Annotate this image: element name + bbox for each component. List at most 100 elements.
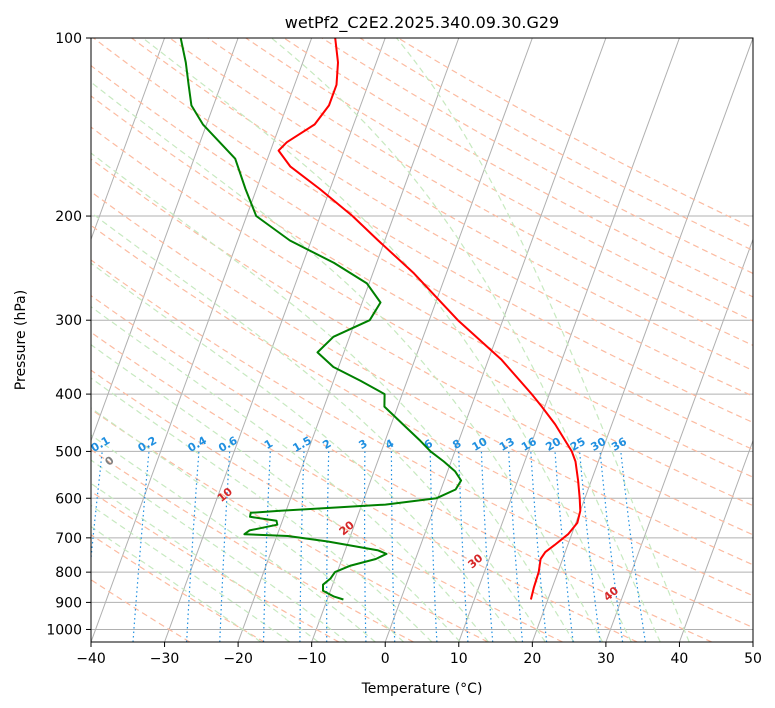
y-axis: 100 200 300 400 500 600 700 800 900 1000 (46, 31, 91, 638)
y-tick-label: 200 (55, 209, 82, 225)
dry-adiabat-label: 20 (337, 518, 357, 538)
mixing-ratio-line (480, 451, 494, 642)
moist-adiabat-line (91, 407, 405, 642)
mixing-ratio-label: 2 (320, 437, 333, 452)
isotherm-line (91, 38, 166, 241)
y-tick-label: 900 (55, 595, 82, 611)
mixing-ratio-label: 4 (383, 437, 396, 452)
dry-adiabat-line (321, 38, 753, 275)
dry-adiabats (91, 38, 753, 642)
mixing-ratio-label: 3 (357, 437, 370, 452)
y-tick-label: 400 (55, 387, 82, 403)
x-tick-label: −40 (76, 651, 106, 667)
dry-adiabat-label: 30 (465, 551, 485, 571)
mixing-ratio-label: 1 (262, 437, 275, 452)
isotherm-grid (91, 38, 753, 642)
dry-adiabat-line (91, 490, 340, 642)
x-tick-label: 10 (450, 651, 468, 667)
dry-adiabat-line (283, 38, 753, 298)
dry-adiabat-line (93, 38, 753, 424)
moist-adiabat-line (91, 482, 319, 642)
dry-adiabat-line (91, 224, 753, 597)
mixing-ratio-line (508, 451, 524, 642)
mixing-ratio-line (262, 451, 271, 642)
mixing-ratio-line (326, 451, 330, 642)
mixing-ratio-line (91, 451, 103, 564)
x-axis: −40 −30 −20 −10 0 10 20 30 40 50 (76, 642, 762, 667)
dry-adiabat-label: -10 (0, 415, 13, 438)
isotherm-line (605, 237, 753, 642)
moist-adiabat-line (271, 38, 661, 642)
x-tick-label: 0 (381, 651, 390, 667)
x-tick-label: −10 (297, 651, 327, 667)
isotherm-line (752, 640, 753, 642)
moist-adiabat-line (91, 81, 604, 642)
isotherm-line (91, 38, 239, 443)
dry-adiabat-line (91, 64, 753, 451)
y-tick-label: 500 (55, 444, 82, 460)
x-axis-title: Temperature (°C) (361, 681, 483, 697)
isotherm-line (164, 38, 386, 642)
mixing-ratio-line (132, 451, 150, 642)
dry-adiabat-line (91, 191, 753, 566)
dry-adiabat-line (91, 534, 265, 642)
dry-adiabat-line (91, 95, 753, 478)
moist-adiabat-line (91, 262, 518, 642)
isotherm-line (237, 38, 460, 642)
y-tick-label: 300 (55, 313, 82, 329)
dry-adiabat-line (91, 448, 414, 642)
isotherm-line (678, 439, 753, 642)
dry-adiabat-line (91, 126, 753, 507)
isotherm-line (91, 38, 313, 642)
mixing-ratio-line (390, 451, 396, 642)
dry-adiabat-line (245, 38, 753, 322)
y-tick-label: 1000 (46, 622, 82, 638)
moist-adiabat-line (91, 343, 461, 642)
isotherm-line (384, 38, 607, 642)
dry-adiabat-line (91, 408, 489, 642)
moist-adiabat-line (91, 504, 291, 642)
y-tick-label: 100 (55, 31, 82, 47)
moist-adiabat-line (91, 305, 489, 642)
x-tick-label: 30 (597, 651, 615, 667)
x-tick-label: 20 (523, 651, 541, 667)
mixing-ratio-line (429, 451, 438, 642)
mixing-ratio-line (186, 451, 200, 642)
y-axis-title: Pressure (hPa) (13, 290, 29, 390)
dry-adiabat-line (91, 158, 753, 536)
isobar-grid (91, 38, 753, 630)
moist-adiabat-line (142, 38, 632, 642)
temperature-line (277, 38, 582, 600)
plot-frame (90, 37, 754, 643)
moist-adiabat-line (91, 211, 546, 642)
mixing-ratio-line (299, 451, 305, 642)
dry-adiabat-line (91, 294, 713, 642)
mixing-ratio-line (554, 451, 574, 642)
moist-adiabat-line (91, 152, 575, 642)
mixing-ratio-line (364, 451, 367, 642)
y-tick-label: 700 (55, 531, 82, 547)
mixing-ratio-line (579, 451, 601, 642)
dry-adiabat-label: 0 (102, 453, 116, 468)
dry-adiabat-line (91, 331, 638, 642)
y-tick-label: 800 (55, 565, 82, 581)
y-tick-label: 600 (55, 491, 82, 507)
dry-adiabat-line (397, 38, 753, 229)
chart-title: wetPf2_C2E2.2025.340.09.30.G29 (285, 13, 559, 33)
x-tick-label: −20 (223, 651, 253, 667)
mixing-ratio-line (530, 451, 548, 642)
isotherm-line (458, 38, 680, 642)
mixing-ratio-line (458, 451, 469, 642)
dry-adiabat-line (91, 369, 563, 642)
isotherm-line (531, 38, 753, 642)
isotherm-line (311, 38, 533, 642)
dry-adiabat-label: 10 (215, 485, 235, 505)
x-tick-label: 40 (671, 651, 689, 667)
sounding-series (179, 38, 582, 601)
dry-adiabat-line (359, 38, 753, 252)
plot-area: 0.10.20.40.611.52346810131620253036-100-… (0, 38, 753, 642)
mixing-ratio-line (219, 451, 231, 642)
x-tick-label: −30 (150, 651, 180, 667)
dewpoint-line (179, 38, 463, 601)
